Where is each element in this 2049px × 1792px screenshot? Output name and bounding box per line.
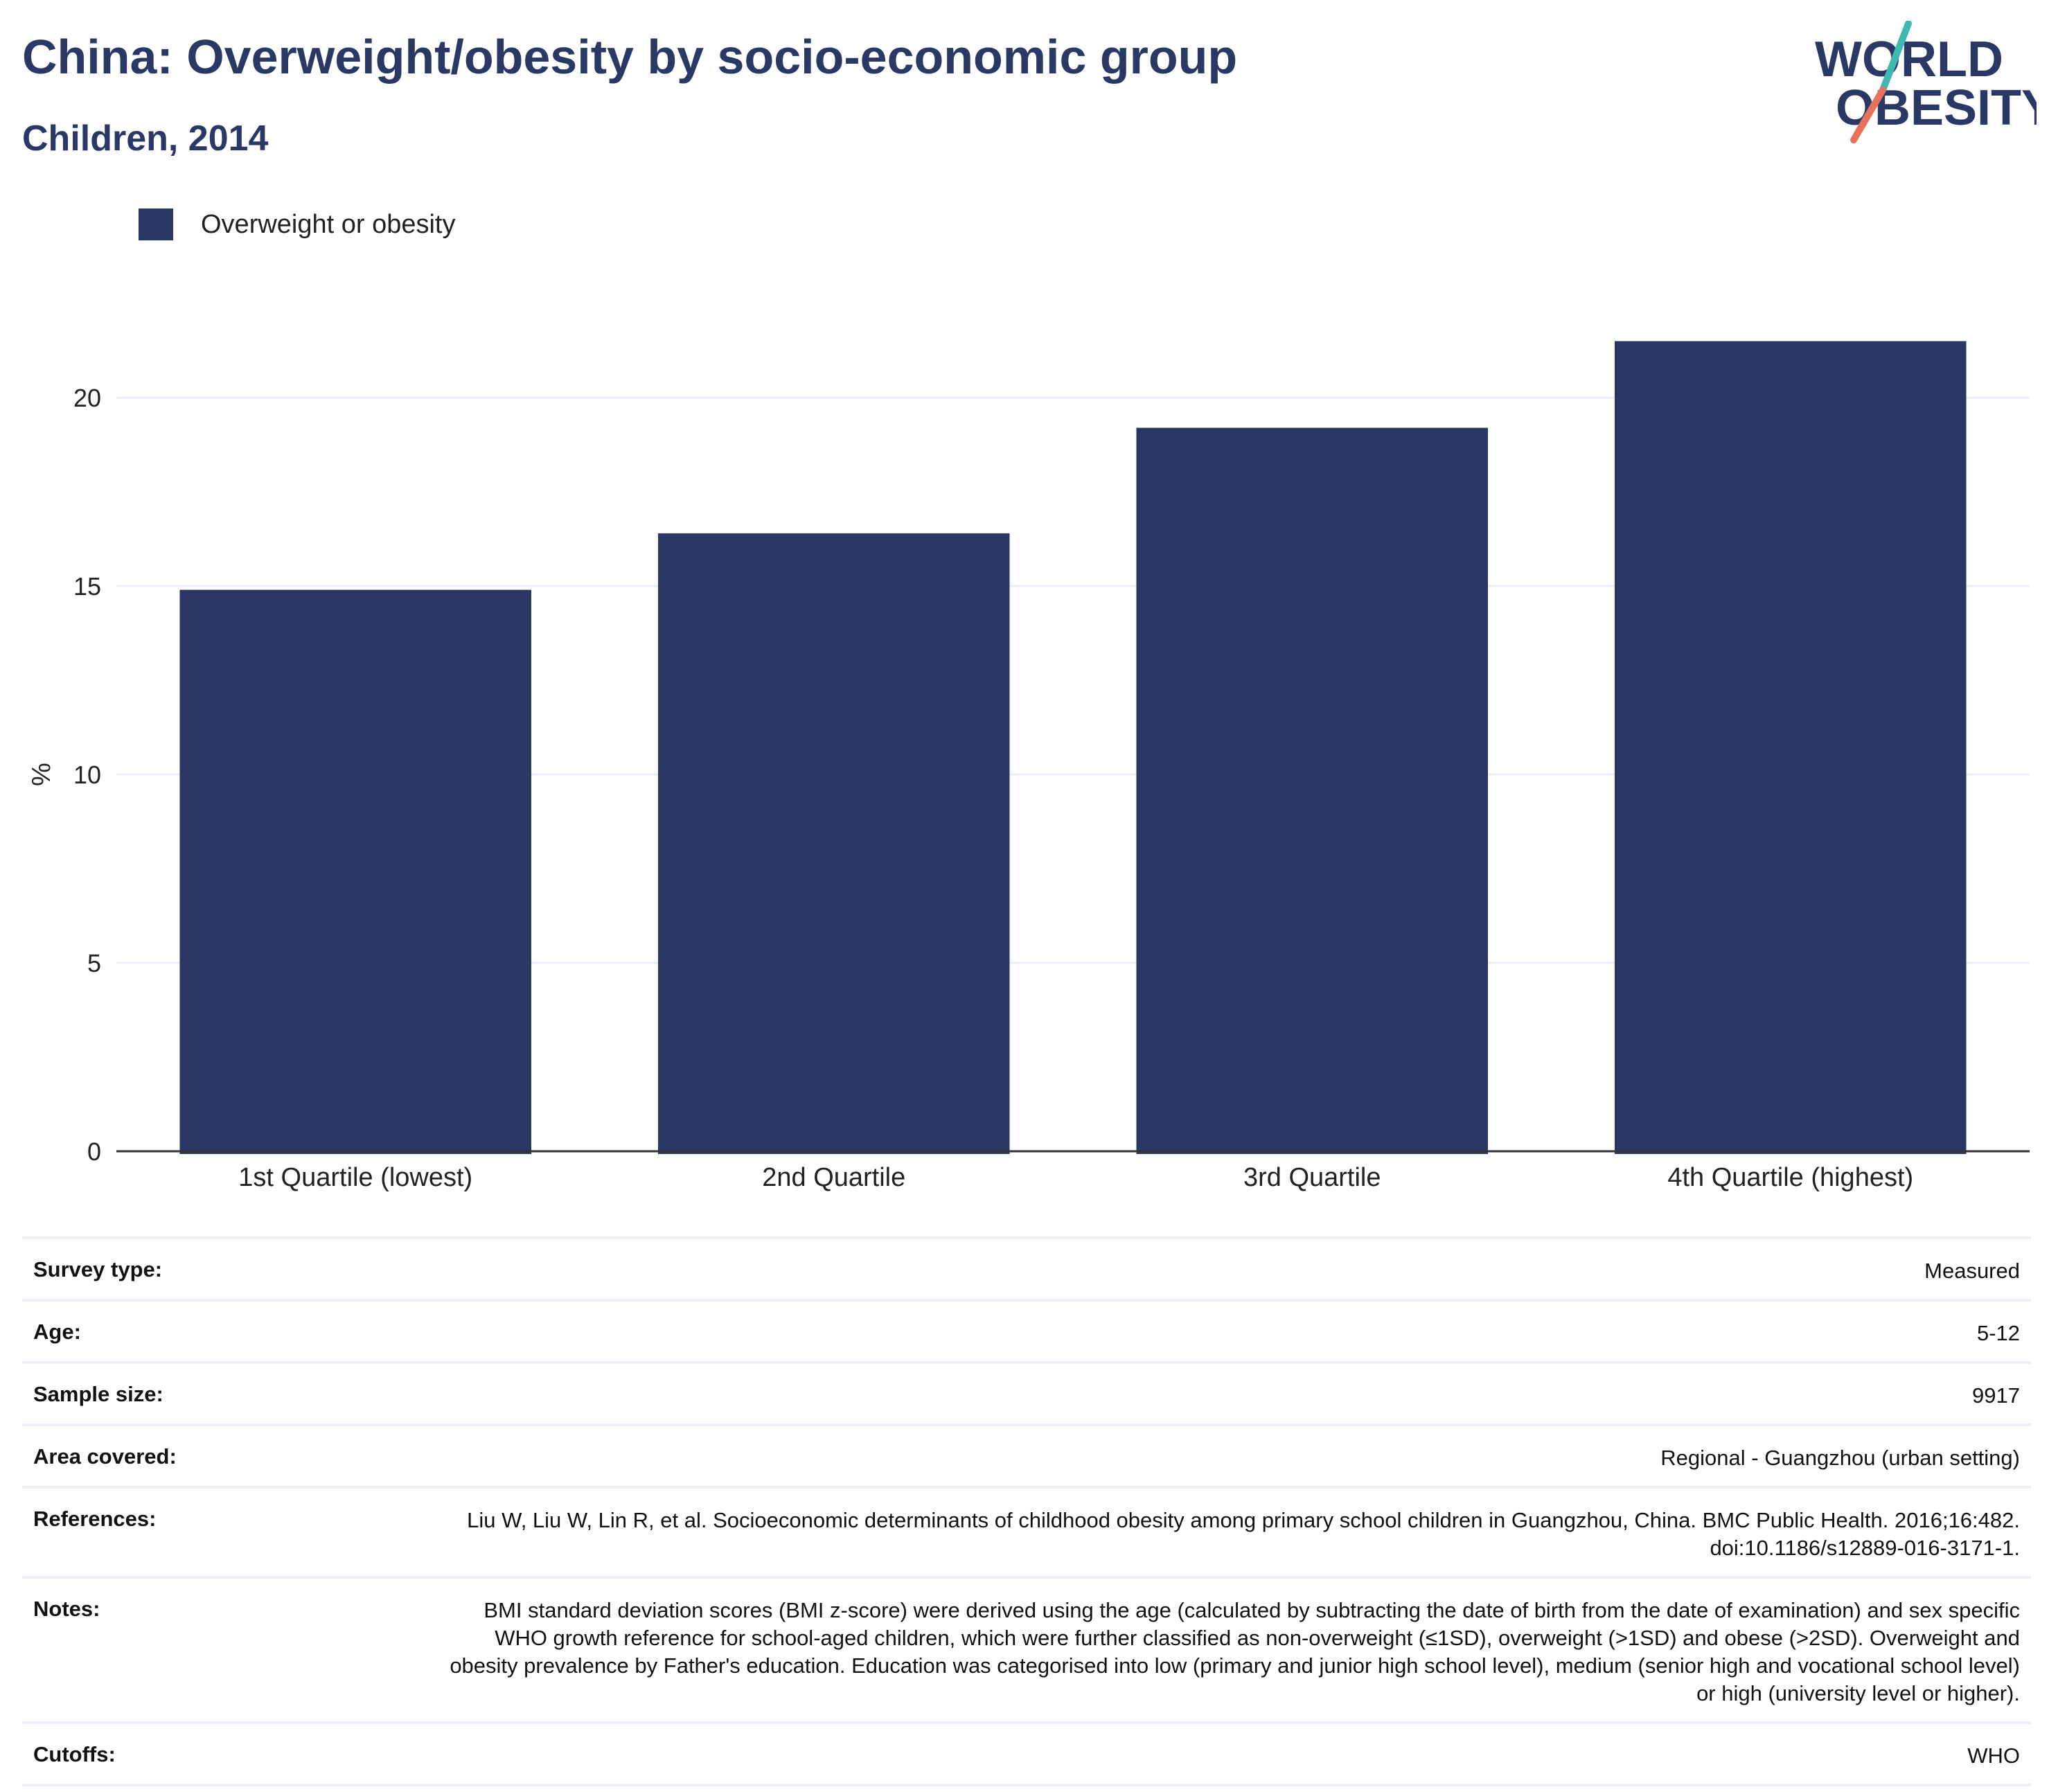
y-tick-label: 0 xyxy=(87,1137,101,1166)
details-value: WHO xyxy=(1967,1744,2020,1768)
details-value: Liu W, Liu W, Lin R, et al. Socioeconomi… xyxy=(467,1508,2020,1560)
bar xyxy=(179,589,532,1154)
details-value: 5-12 xyxy=(1976,1321,2020,1345)
details-row: Sample size: 9917 xyxy=(22,1361,2031,1423)
chart-title: China: Overweight/obesity by socio-econo… xyxy=(22,30,1238,84)
details-key: Cutoffs: xyxy=(33,1742,116,1766)
logo-teal-slash xyxy=(1879,21,1912,94)
y-tick-label: 5 xyxy=(87,949,101,977)
details-value: Regional - Guangzhou (urban setting) xyxy=(1660,1446,2020,1470)
logo-text-obesity: OBESITY xyxy=(1836,80,2037,136)
legend-label: Overweight or obesity xyxy=(201,209,456,239)
x-tick-label: 4th Quartile (highest) xyxy=(1667,1163,1913,1192)
details-key: Notes: xyxy=(33,1597,100,1621)
details-row: Age: 5-12 xyxy=(22,1299,2031,1361)
details-value: Measured xyxy=(1924,1259,2020,1283)
y-axis-title: % xyxy=(27,763,56,786)
y-tick-label: 10 xyxy=(73,761,101,789)
logo-coral-slash xyxy=(1850,87,1886,143)
bar xyxy=(1136,427,1489,1154)
axes: 0 5 10 15 20% 1st Quartile (lowest) 2nd Quarti… xyxy=(27,384,2030,1192)
details-value: 9917 xyxy=(1972,1383,2020,1408)
details-key: Area covered: xyxy=(33,1444,177,1469)
bar xyxy=(1614,341,1967,1154)
survey-details-table: Survey type: Measured Age: 5-12 Sample size:… xyxy=(22,1236,2031,1786)
x-tick-label: 1st Quartile (lowest) xyxy=(238,1163,472,1192)
details-key: Age: xyxy=(33,1320,81,1344)
details-row: Cutoffs: WHO xyxy=(22,1721,2031,1786)
details-key: References: xyxy=(33,1507,157,1531)
legend-swatch xyxy=(139,209,173,240)
details-value: BMI standard deviation scores (BMI z-sco… xyxy=(450,1598,2020,1705)
logo-text-world: WORLD xyxy=(1815,32,2003,87)
chart-subtitle: Children, 2014 xyxy=(22,118,269,159)
details-key: Survey type: xyxy=(33,1257,163,1281)
details-key: Sample size: xyxy=(33,1382,163,1406)
bar xyxy=(657,533,1010,1154)
world-obesity-logo: WORLD OBESITY xyxy=(1815,21,2037,143)
details-row: References: Liu W, Liu W, Lin R, et al. S… xyxy=(22,1486,2031,1576)
details-row: Notes: BMI standard deviation scores (BMI… xyxy=(22,1576,2031,1721)
bars xyxy=(179,341,1967,1154)
y-tick-label: 15 xyxy=(73,572,101,601)
details-row: Area covered: Regional - Guangzhou (urban… xyxy=(22,1423,2031,1486)
legend[interactable]: Overweight or obesity xyxy=(139,206,456,242)
y-tick-label: 20 xyxy=(73,384,101,412)
x-tick-label: 3rd Quartile xyxy=(1243,1163,1381,1192)
x-tick-label: 2nd Quartile xyxy=(762,1163,905,1192)
details-row: Survey type: Measured xyxy=(22,1236,2031,1299)
bar-chart: 0 5 10 15 20% 1st Quartile (lowest) 2nd Quarti… xyxy=(27,341,2030,1192)
